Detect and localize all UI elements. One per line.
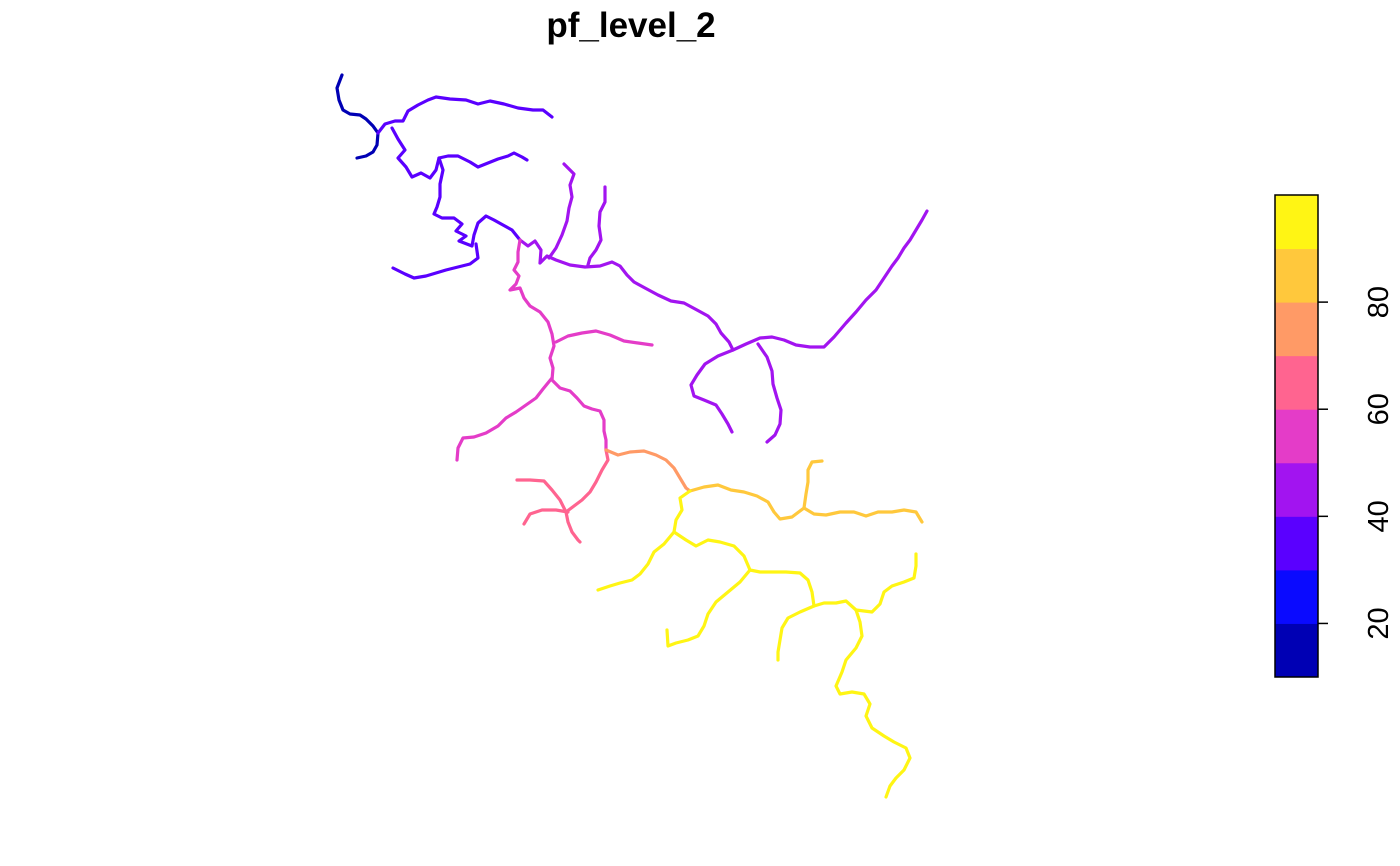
legend-bin-2 (1275, 516, 1318, 570)
legend-bin-6 (1275, 302, 1318, 356)
river-segment-yellow-stem (674, 491, 910, 797)
river-segment-yellow-east-trib (856, 554, 916, 612)
legend-bin-8 (1275, 195, 1318, 249)
river-segment-east-branch (733, 211, 927, 350)
legend-tick-label-3: 80 (1363, 286, 1395, 318)
river-segment-yellow-mid-trib (667, 570, 750, 646)
legend-bin-7 (1275, 249, 1318, 303)
river-segment-yellow-west-trib (598, 532, 674, 590)
river-segment-yellow-south-trib (778, 606, 814, 660)
river-segment-trib-1 (549, 164, 574, 258)
river-network (337, 75, 927, 797)
river-segment-south-fork-east (758, 344, 781, 442)
legend-bin-5 (1275, 356, 1318, 410)
river-segment-trib-2 (588, 187, 605, 265)
legend-tick-label-1: 40 (1363, 500, 1395, 532)
legend-color-bins (1275, 195, 1318, 678)
river-segment-pink-trib-upper (517, 480, 566, 512)
river-segment-pink-trib-lower (524, 510, 568, 524)
river-segment-orange (606, 450, 690, 491)
river-segment-north (378, 97, 552, 133)
river-segment-north-loop (434, 158, 520, 246)
legend-bin-4 (1275, 409, 1318, 463)
color-legend: 20 40 60 80 (1275, 195, 1395, 678)
legend-bin-3 (1275, 463, 1318, 517)
legend-tick-label-2: 60 (1363, 393, 1395, 425)
river-segment-mid-east-trib (556, 331, 652, 345)
river-segment-south-fork-west (691, 350, 733, 432)
river-segment-mid-stem (510, 240, 606, 450)
legend-bin-0 (1275, 623, 1318, 677)
legend-tick-label-0: 20 (1363, 607, 1395, 639)
river-segment-headwater-dark (337, 75, 378, 158)
river-segment-west (393, 244, 478, 278)
river-segment-mid-west-trib (457, 378, 552, 460)
river-segment-gold-trib (804, 461, 822, 508)
legend-bin-1 (1275, 570, 1318, 624)
river-segment-pink-stem (566, 450, 608, 542)
legend-ticks: 20 40 60 80 (1318, 286, 1395, 640)
river-segment-north-inner (392, 128, 527, 178)
